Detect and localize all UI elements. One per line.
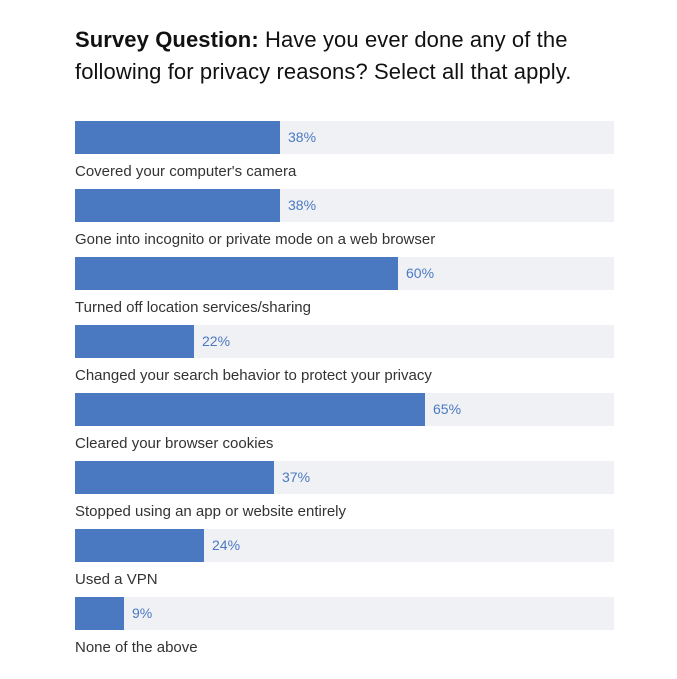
bar bbox=[75, 393, 425, 426]
bar-value-label: 65% bbox=[433, 401, 462, 417]
bar-value-label: 38% bbox=[288, 197, 317, 213]
bar-row: 24% Used a VPN bbox=[75, 529, 614, 597]
chart-title: Survey Question: Have you ever done any … bbox=[75, 24, 635, 88]
bar-category-label: Gone into incognito or private mode on a… bbox=[75, 231, 436, 248]
bar-row: 9% None of the above bbox=[75, 597, 614, 665]
bar-category-label: Turned off location services/sharing bbox=[75, 299, 311, 316]
bar-track bbox=[75, 393, 614, 426]
chart-title-text: Have you ever done any of the following … bbox=[75, 27, 572, 84]
bar-row: 60% Turned off location services/sharing bbox=[75, 257, 614, 325]
bar-value-label: 37% bbox=[282, 469, 311, 485]
bar-chart: 38% Covered your computer's camera 38% Gone… bbox=[75, 121, 614, 665]
bar-track bbox=[75, 325, 614, 358]
bar-track bbox=[75, 121, 614, 154]
bar-category-label: Covered your computer's camera bbox=[75, 163, 297, 180]
bar bbox=[75, 325, 194, 358]
bar-row: 37% Stopped using an app or website entir… bbox=[75, 461, 614, 529]
bar-row: 22% Changed your search behavior to prote… bbox=[75, 325, 614, 393]
bar-category-label: None of the above bbox=[75, 639, 198, 656]
bar bbox=[75, 257, 398, 290]
bar-value-label: 38% bbox=[288, 129, 317, 145]
bar-track bbox=[75, 189, 614, 222]
chart-title-lead: Survey Question: bbox=[75, 27, 259, 52]
bar-row: 38% Covered your computer's camera bbox=[75, 121, 614, 189]
bar-category-label: Used a VPN bbox=[75, 571, 158, 588]
bar bbox=[75, 529, 204, 562]
bar-row: 38% Gone into incognito or private mode o… bbox=[75, 189, 614, 257]
bar bbox=[75, 461, 274, 494]
bar-category-label: Changed your search behavior to protect … bbox=[75, 367, 432, 384]
bar-row: 65% Cleared your browser cookies bbox=[75, 393, 614, 461]
bar-category-label: Cleared your browser cookies bbox=[75, 435, 274, 452]
bar-track bbox=[75, 257, 614, 290]
bar-track bbox=[75, 529, 614, 562]
bar-category-label: Stopped using an app or website entirely bbox=[75, 503, 347, 520]
bar-value-label: 22% bbox=[202, 333, 231, 349]
bar bbox=[75, 189, 280, 222]
bar bbox=[75, 121, 280, 154]
bar-value-label: 9% bbox=[132, 605, 153, 621]
bar-track bbox=[75, 597, 614, 630]
bar bbox=[75, 597, 124, 630]
bar-value-label: 24% bbox=[212, 537, 241, 553]
bar-track bbox=[75, 461, 614, 494]
bar-value-label: 60% bbox=[406, 265, 435, 281]
